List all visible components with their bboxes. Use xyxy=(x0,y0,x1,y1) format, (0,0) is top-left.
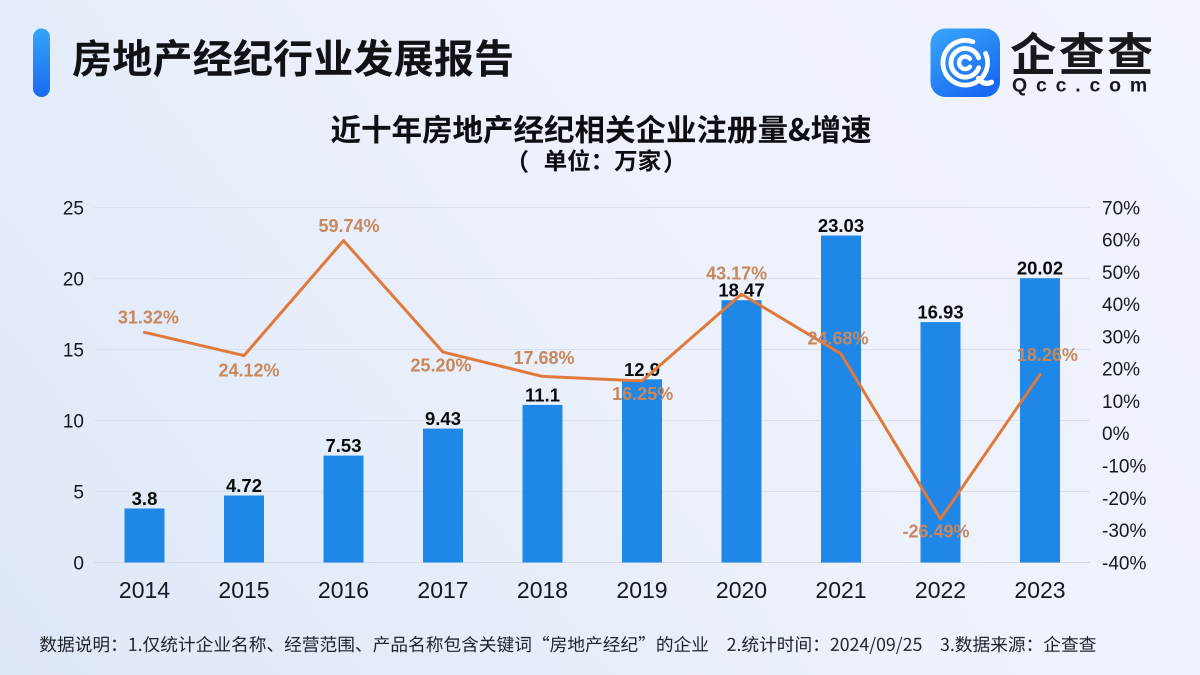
svg-text:50%: 50% xyxy=(1102,263,1140,284)
svg-text:31.32%: 31.32% xyxy=(118,307,179,327)
svg-text:-20%: -20% xyxy=(1102,489,1146,510)
svg-text:16.93: 16.93 xyxy=(917,302,963,323)
svg-text:2023: 2023 xyxy=(1014,577,1065,603)
svg-text:9.43: 9.43 xyxy=(425,408,461,429)
svg-text:20: 20 xyxy=(63,269,84,290)
svg-text:23.03: 23.03 xyxy=(818,215,864,236)
svg-text:2017: 2017 xyxy=(417,577,468,603)
svg-text:Qcc.com: Qcc.com xyxy=(1012,75,1156,97)
svg-text:11.1: 11.1 xyxy=(525,384,560,405)
svg-text:24.68%: 24.68% xyxy=(807,329,868,349)
svg-text:2016: 2016 xyxy=(318,577,369,603)
svg-text:25.20%: 25.20% xyxy=(410,355,471,375)
svg-text:-30%: -30% xyxy=(1102,521,1146,542)
svg-text:70%: 70% xyxy=(1102,198,1140,219)
svg-text:2015: 2015 xyxy=(218,577,269,603)
svg-text:17.68%: 17.68% xyxy=(513,348,574,368)
svg-text:2018: 2018 xyxy=(517,577,568,603)
svg-text:10%: 10% xyxy=(1102,392,1140,413)
svg-text:25: 25 xyxy=(63,198,84,219)
svg-text:4.72: 4.72 xyxy=(226,475,262,496)
svg-text:43.17%: 43.17% xyxy=(706,264,767,284)
svg-text:2014: 2014 xyxy=(119,577,170,603)
svg-text:0: 0 xyxy=(73,553,84,574)
svg-text:60%: 60% xyxy=(1102,231,1140,252)
svg-text:3.8: 3.8 xyxy=(132,488,158,509)
svg-text:2021: 2021 xyxy=(815,577,866,603)
svg-text:2020: 2020 xyxy=(716,577,767,603)
svg-text:16.25%: 16.25% xyxy=(612,384,673,404)
svg-text:2019: 2019 xyxy=(616,577,667,603)
svg-text:20%: 20% xyxy=(1102,360,1140,381)
svg-text:15: 15 xyxy=(63,340,84,361)
svg-text:7.53: 7.53 xyxy=(325,435,361,456)
svg-text:18.26%: 18.26% xyxy=(1017,345,1078,365)
svg-text:20.02: 20.02 xyxy=(1017,258,1063,279)
svg-text:-26.49%: -26.49% xyxy=(902,521,969,541)
svg-text:24.12%: 24.12% xyxy=(218,360,279,380)
svg-text:30%: 30% xyxy=(1102,327,1140,348)
svg-text:0%: 0% xyxy=(1102,424,1130,445)
svg-text:18.47: 18.47 xyxy=(718,280,764,301)
svg-text:10: 10 xyxy=(63,411,84,432)
svg-text:-10%: -10% xyxy=(1102,457,1146,478)
svg-text:5: 5 xyxy=(73,482,84,503)
svg-text:2022: 2022 xyxy=(915,577,966,603)
svg-text:-40%: -40% xyxy=(1102,553,1146,574)
svg-text:40%: 40% xyxy=(1102,295,1140,316)
svg-text:59.74%: 59.74% xyxy=(318,216,379,236)
